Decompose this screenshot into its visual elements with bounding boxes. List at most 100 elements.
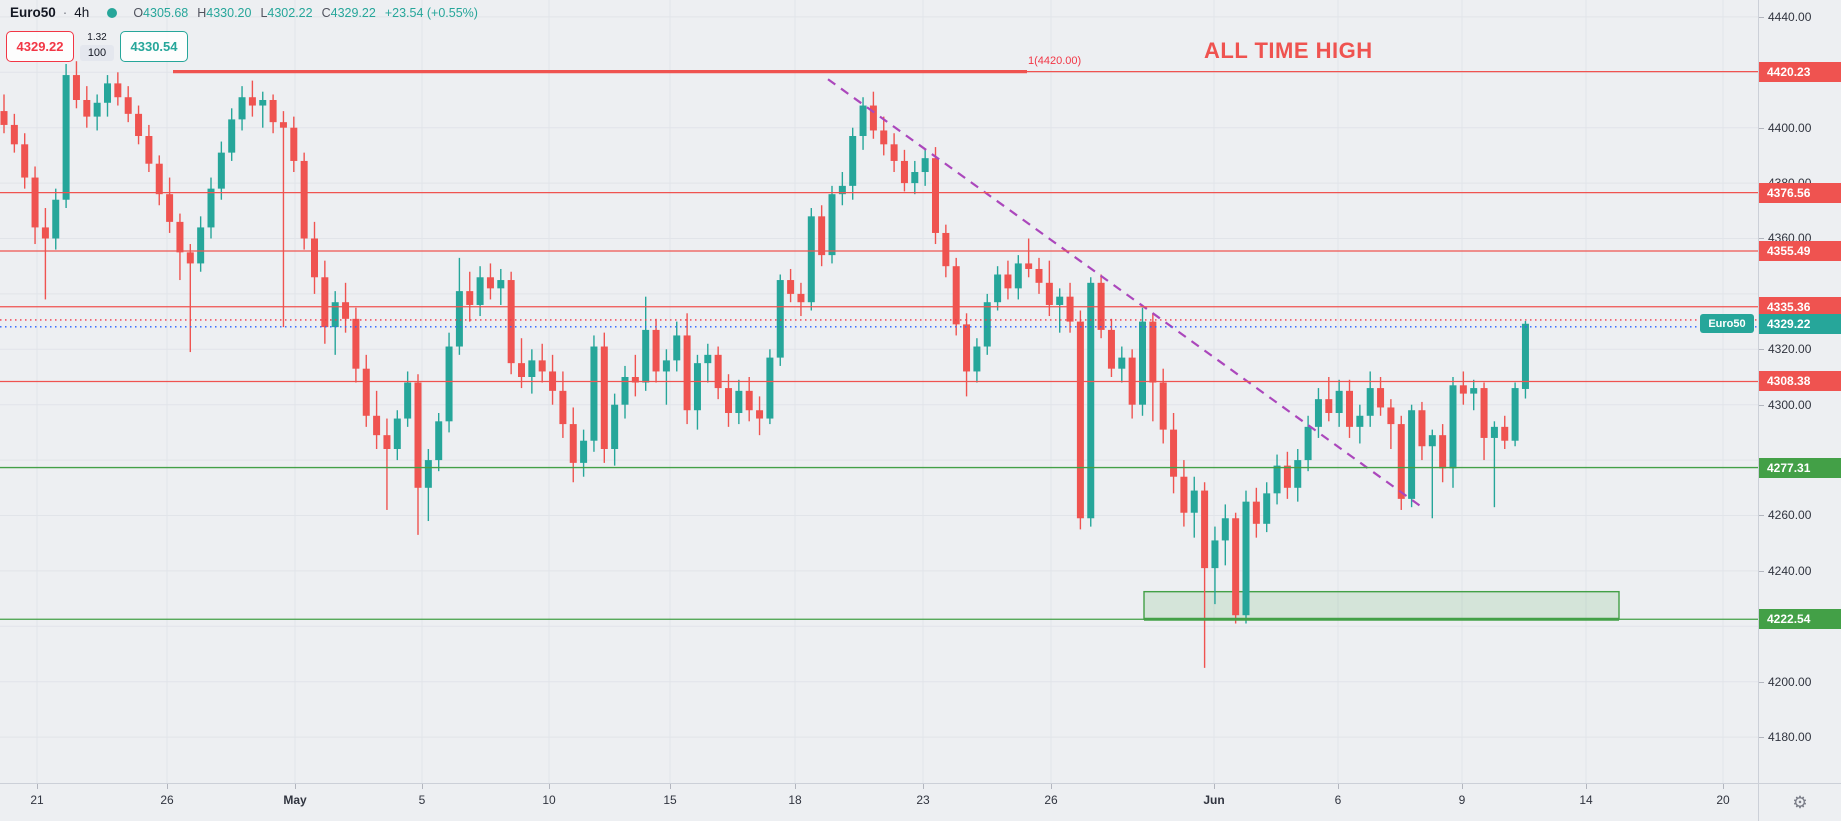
time-tick-label: 18: [788, 793, 802, 807]
candle-body: [1211, 540, 1219, 569]
candle-body: [424, 460, 432, 488]
candle-body: [1076, 321, 1084, 519]
candle-body: [1045, 282, 1053, 305]
axis-settings-gear-icon[interactable]: ⚙: [1792, 793, 1808, 812]
candle-body: [1252, 501, 1260, 524]
candle-body: [693, 363, 701, 411]
candle-body: [725, 388, 732, 414]
price-tick-mark: [1759, 515, 1764, 517]
candle-body: [621, 376, 629, 405]
time-tick-mark: [670, 784, 671, 789]
candle-body: [279, 122, 287, 128]
candle-body: [248, 97, 256, 106]
candle-body: [155, 163, 163, 195]
candle-body: [1470, 388, 1478, 394]
price-axis[interactable]: 4440.004400.004380.004360.004320.004300.…: [1758, 0, 1841, 783]
price-tick-mark: [1759, 16, 1764, 18]
all-time-high-annotation[interactable]: ALL TIME HIGH: [1204, 38, 1373, 63]
candle-body: [1283, 465, 1291, 488]
time-axis[interactable]: 21 26 May 5 10 15 18 23 26 Jun 6 9 14 20: [0, 783, 1758, 821]
candle-body: [518, 363, 525, 377]
candle-body: [321, 277, 329, 328]
price-tick-label: 4260.00: [1768, 508, 1812, 523]
candle-body: [1294, 460, 1302, 488]
candle-body: [611, 404, 619, 450]
time-tick-mark: [923, 784, 924, 789]
interval-label[interactable]: 4h: [74, 5, 90, 20]
buy-button[interactable]: 4330.54: [120, 31, 188, 62]
price-line-label: 4376.56: [1759, 182, 1841, 203]
price-line-label: 4222.54: [1759, 609, 1841, 630]
candle-body: [818, 216, 826, 256]
price-chart[interactable]: Euro50 · 4h O4305.68 H4330.20 L4302.22 C…: [0, 0, 1758, 783]
candle-body: [932, 158, 939, 233]
candle-body: [642, 329, 650, 383]
candle-body: [911, 172, 919, 184]
time-tick-label: 14: [1579, 793, 1593, 807]
price-tick-mark: [1759, 681, 1764, 683]
candle-body: [362, 368, 370, 416]
price-tick-mark: [1759, 737, 1764, 739]
candle-body: [1263, 493, 1271, 524]
candle-body: [538, 360, 546, 372]
price-line-label: 4355.49: [1759, 240, 1841, 261]
candle-body: [497, 280, 505, 289]
candle-body: [1346, 390, 1353, 427]
current-price-label: 4329.22: [1759, 313, 1841, 334]
candle-body: [776, 280, 784, 358]
candle-body: [62, 75, 70, 200]
order-panel: 4329.22 1.32 100 4330.54: [6, 31, 188, 62]
candle-body: [1387, 407, 1395, 425]
candle-body: [1511, 388, 1519, 441]
time-tick-label: 15: [663, 793, 677, 807]
candle-body: [373, 415, 381, 436]
series-price-tag: Euro50: [1700, 314, 1754, 334]
candle-body: [1170, 429, 1178, 477]
candle-body: [1242, 501, 1250, 616]
candle-body: [393, 418, 401, 450]
candle-body: [114, 83, 122, 98]
candle-body: [1439, 435, 1447, 469]
candle-body: [1377, 388, 1385, 408]
time-tick-mark: [549, 784, 550, 789]
price-tick-label: 4400.00: [1768, 120, 1812, 135]
time-tick-mark: [37, 784, 38, 789]
candle-body: [186, 252, 194, 264]
symbol-legend[interactable]: Euro50 · 4h O4305.68 H4330.20 L4302.22 C…: [10, 5, 478, 20]
candle-body: [559, 390, 567, 425]
candle-body: [1459, 385, 1467, 394]
candle-body: [290, 127, 298, 161]
sell-button[interactable]: 4329.22: [6, 31, 74, 62]
price-line-label: 4308.38: [1759, 371, 1841, 392]
price-tick-mark: [1759, 404, 1764, 406]
candle-body: [1397, 424, 1405, 499]
descending-trendline[interactable]: [827, 78, 1423, 509]
candle-body: [714, 354, 722, 389]
candle-body: [528, 360, 536, 377]
candle-body: [849, 136, 857, 186]
time-tick-mark: [1586, 784, 1587, 789]
candle-body: [797, 293, 805, 303]
candle-body: [1149, 321, 1157, 383]
price-tick-label: 4320.00: [1768, 342, 1812, 357]
candle-body: [435, 421, 443, 461]
candle-body: [1490, 426, 1498, 438]
candle-body: [880, 130, 888, 145]
support-zone[interactable]: [1143, 590, 1620, 620]
market-status-icon[interactable]: [107, 7, 118, 18]
high-value: 4330.20: [206, 5, 252, 20]
price-tick-label: 4240.00: [1768, 563, 1812, 578]
price-tick-mark: [1759, 570, 1764, 572]
candle-body: [1221, 518, 1229, 541]
candle-body: [311, 238, 318, 278]
chart-canvas[interactable]: [0, 0, 1758, 783]
candle-body: [228, 119, 236, 153]
candle-body: [1304, 426, 1312, 461]
quantity-field[interactable]: 100: [79, 45, 115, 61]
fib-level-label[interactable]: 1(4420.00): [1028, 55, 1082, 67]
symbol-name[interactable]: Euro50: [10, 5, 56, 20]
candle-body: [704, 354, 712, 364]
candle-body: [217, 152, 225, 189]
price-tick-label: 4440.00: [1768, 9, 1812, 24]
